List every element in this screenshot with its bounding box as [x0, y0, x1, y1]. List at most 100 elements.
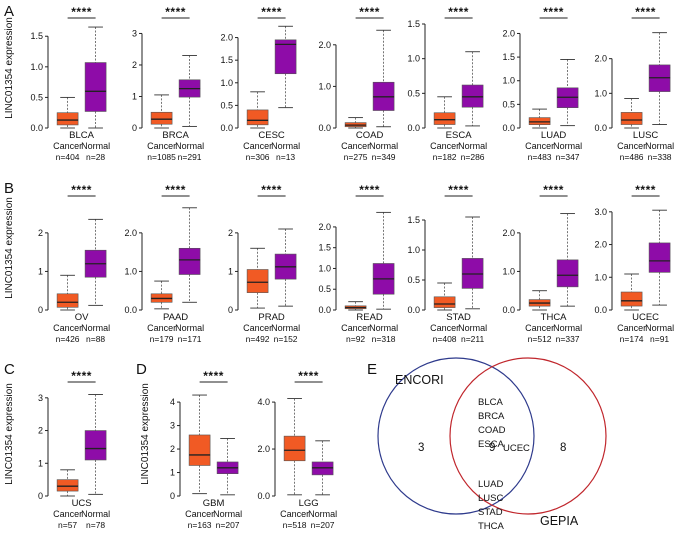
- cancer-type-label: THCA: [541, 312, 568, 323]
- y-tick-label: 1.5: [502, 52, 515, 62]
- sample-size-label: n=211: [461, 334, 485, 344]
- panel-label-b: B: [4, 180, 14, 197]
- y-tick-label: 2.0: [124, 228, 137, 238]
- iqr-box: [648, 242, 671, 273]
- y-tick-label: 0: [38, 491, 43, 501]
- group-label: Normal: [645, 323, 674, 333]
- sample-size-label: n=483: [528, 152, 552, 162]
- normal-box-esca: [461, 51, 484, 127]
- group-label: Normal: [271, 323, 300, 333]
- cancer-box-read: [344, 301, 367, 311]
- y-tick-label: 3: [38, 393, 43, 403]
- group-label: Normal: [458, 323, 487, 333]
- iqr-box: [150, 111, 173, 125]
- y-tick-label: 0.5: [318, 284, 331, 294]
- group-label: Cancer: [525, 323, 554, 333]
- y-tick-label: 1.0: [124, 266, 137, 276]
- group-label: Normal: [369, 323, 398, 333]
- sample-size-label: n=338: [648, 152, 672, 162]
- cancer-box-blca: [56, 96, 79, 129]
- group-label: Cancer: [53, 509, 82, 519]
- normal-box-lusc: [648, 32, 671, 125]
- significance-stars: ****: [359, 5, 380, 19]
- cancer-type-label: STAD: [446, 312, 471, 323]
- y-tick-label: 2: [228, 228, 233, 238]
- group-label: Cancer: [53, 141, 82, 151]
- group-label: Normal: [645, 141, 674, 151]
- sample-size-label: n=347: [556, 152, 580, 162]
- y-tick-label: 1.5: [220, 55, 233, 65]
- cancer-box-lusc: [620, 98, 643, 129]
- normal-box-lgg: [311, 440, 334, 496]
- cancer-type-label: OV: [75, 312, 89, 323]
- cancer-box-brca: [150, 94, 173, 129]
- panel-label-c: C: [4, 361, 15, 378]
- overlap-item: BRCA: [478, 411, 505, 422]
- significance-stars: ****: [635, 183, 656, 197]
- significance-stars: ****: [203, 369, 224, 383]
- y-tick-label: 2: [132, 60, 137, 70]
- sample-size-label: n=28: [86, 152, 105, 162]
- group-label: Normal: [553, 323, 582, 333]
- iqr-box: [178, 247, 201, 275]
- iqr-box: [283, 435, 306, 462]
- significance-stars: ****: [298, 369, 319, 383]
- y-tick-label: 0: [132, 123, 137, 133]
- y-tick-label: 2.0: [318, 222, 331, 232]
- cancer-type-label: GBM: [203, 498, 225, 509]
- significance-stars: ****: [261, 5, 282, 19]
- cancer-type-label: ESCA: [446, 130, 473, 141]
- sample-size-label: n=286: [461, 152, 485, 162]
- significance-stars: ****: [448, 5, 469, 19]
- iqr-box: [461, 84, 484, 108]
- sample-size-label: n=492: [246, 334, 270, 344]
- y-tick-label: 0: [228, 305, 233, 315]
- group-label: Normal: [271, 141, 300, 151]
- y-tick-label: 4: [170, 397, 175, 407]
- cancer-box-ov: [56, 274, 79, 311]
- encori-circle: [377, 357, 535, 515]
- group-label: Normal: [175, 323, 204, 333]
- y-tick-label: 2.0: [220, 33, 233, 43]
- significance-stars: ****: [165, 5, 186, 19]
- cancer-type-label: LGG: [299, 498, 319, 509]
- significance-stars: ****: [71, 183, 92, 197]
- iqr-box: [620, 112, 643, 125]
- iqr-box: [556, 259, 579, 288]
- panel-label-a: A: [4, 3, 14, 20]
- y-tick-label: 2.0: [502, 228, 515, 238]
- group-label: Cancer: [147, 141, 176, 151]
- sample-size-label: n=349: [372, 152, 396, 162]
- y-tick-label: 0.0: [502, 305, 515, 315]
- cancer-box-thca: [528, 290, 551, 311]
- venn-diagram: ENCORI GEPIA 3 8 9 UCEC BLCA BRCA COAD ESCA…: [377, 357, 607, 532]
- group-label: Cancer: [430, 141, 459, 151]
- significance-stars: ****: [543, 5, 564, 19]
- y-tick-label: 0.0: [407, 123, 420, 133]
- significance-stars: ****: [448, 183, 469, 197]
- group-label: Cancer: [147, 323, 176, 333]
- group-label: Normal: [369, 141, 398, 151]
- y-tick-label: 1.0: [594, 272, 607, 282]
- sample-size-label: n=78: [86, 520, 105, 530]
- y-tick-label: 1: [132, 91, 137, 101]
- y-tick-label: 1.0: [502, 266, 515, 276]
- cancer-type-label: COAD: [356, 130, 384, 141]
- group-label: Normal: [308, 509, 337, 519]
- y-tick-label: 1: [38, 458, 43, 468]
- group-label: Normal: [81, 509, 110, 519]
- cancer-type-label: UCS: [72, 498, 92, 509]
- y-tick-label: 2: [38, 228, 43, 238]
- y-tick-label: 3: [170, 421, 175, 431]
- y-tick-label: 0.0: [502, 123, 515, 133]
- overlap-item: LUAD: [478, 479, 503, 490]
- group-label: Cancer: [525, 141, 554, 151]
